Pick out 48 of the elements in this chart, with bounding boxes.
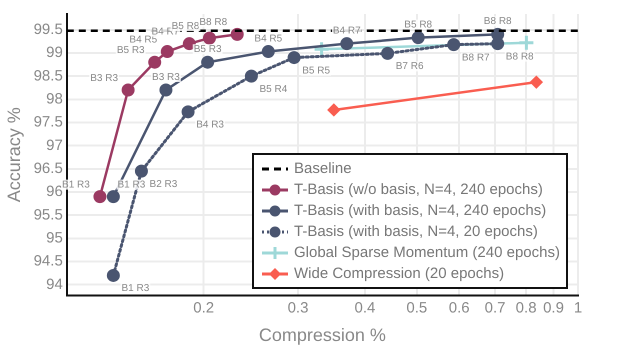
annotation: B7 R6 [396,61,424,72]
legend-label: T-Basis (with basis, N=4, 20 epochs) [294,223,538,240]
annotation: B4 R3 [196,120,224,131]
annotation: B5 R4 [259,84,288,95]
x-tick-label: 0.3 [288,300,308,317]
legend-label: Baseline [294,160,352,178]
y-tick-label: 94 [46,276,63,293]
y-axis-title: Accuracy % [4,107,24,202]
annotation: B1 R3 [121,283,150,294]
x-tick-label: 0.5 [406,300,428,317]
annotation: B3 R3 [90,72,118,84]
annotation: B4 R7 [332,25,362,36]
annotation: B1 R3 [62,179,90,190]
y-tick-label: 95.5 [34,206,63,224]
x-tick-label: 0.4 [354,300,376,317]
y-tick-label: 97 [46,136,63,154]
x-axis-title: Compression % [258,325,386,346]
x-tick-label: 0.6 [448,300,470,317]
y-tick-label: 94.5 [34,252,63,270]
annotation: B8 R8 [484,16,512,28]
legend-label: Global Sparse Momentum (240 epochs) [294,244,560,262]
x-tick-label: 0.9 [543,300,564,317]
y-tick-label: 97.5 [34,114,63,131]
y-tick-label: 99.5 [34,20,63,38]
annotation: B3 R3 [152,72,180,83]
x-tick-label: 0.8 [516,300,537,317]
y-tick-label: 96.5 [34,160,63,177]
annotation: B5 R3 [194,44,222,55]
annotation: B5 R3 [116,44,146,56]
annotation: B8 R8 [199,17,228,28]
x-tick-label: 0.7 [484,300,506,317]
legend-label: T-Basis (w/o basis, N=4, 240 epochs) [294,181,543,198]
legend-label: Wide Compression (20 epochs) [294,265,504,282]
y-tick-label: 99 [46,44,63,62]
y-tick-label: 95 [46,230,63,247]
annotation: B2 R3 [150,178,178,190]
x-tick-label: 1 [574,300,582,317]
y-tick-label: 96 [46,183,63,200]
annotation: B5 R5 [302,65,330,76]
y-tick-label: 98.5 [34,67,63,84]
annotation: B1 R3 [117,179,146,190]
annotation: B8 R8 [506,51,534,62]
y-tick-label: 98 [46,90,63,108]
x-tick-label: 0.2 [193,300,214,317]
annotation: B4 R5 [254,33,283,44]
annotation: B5 R8 [404,19,433,30]
annotation: B8 R7 [462,52,490,64]
legend-label: T-Basis (with basis, N=4, 240 epochs) [294,202,546,220]
